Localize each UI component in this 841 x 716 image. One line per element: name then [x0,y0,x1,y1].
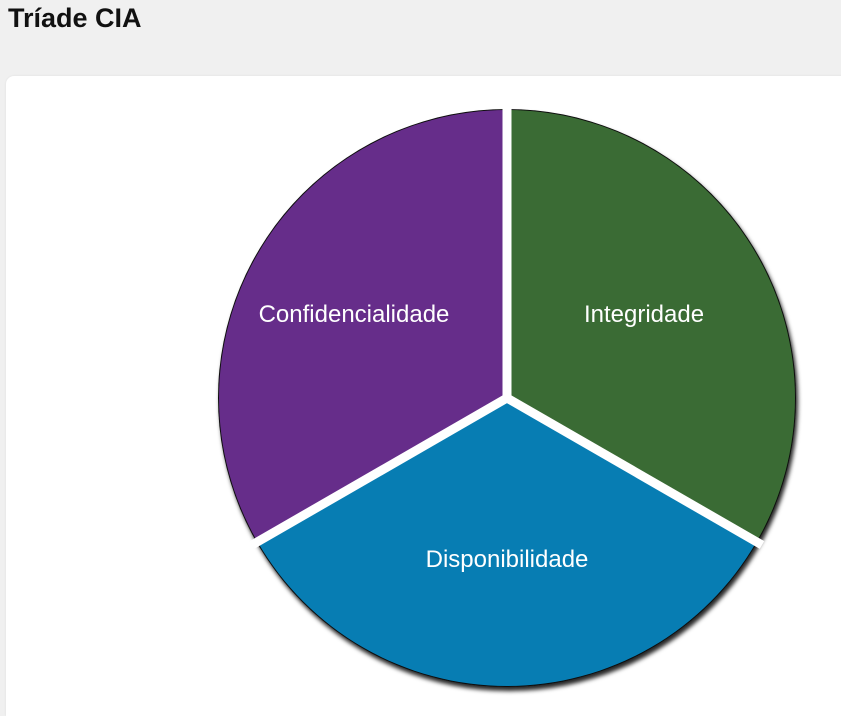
label-disponibilidade: Disponibilidade [426,546,589,573]
label-confidencialidade: Confidencialidade [259,301,450,328]
segment-integridade[interactable] [507,110,795,542]
separator-right [504,394,765,549]
page-title: Tríade CIA [8,3,142,33]
label-integridade: Integridade [584,301,704,328]
segment-confidencialidade[interactable] [219,110,507,542]
separator-left [249,394,510,549]
segment-disponibilidade[interactable] [257,398,757,686]
segment-separators [249,104,765,549]
cia-triad-diagram: Confidencialidade Integridade Disponibil… [218,104,796,687]
pie-segments [219,110,795,686]
